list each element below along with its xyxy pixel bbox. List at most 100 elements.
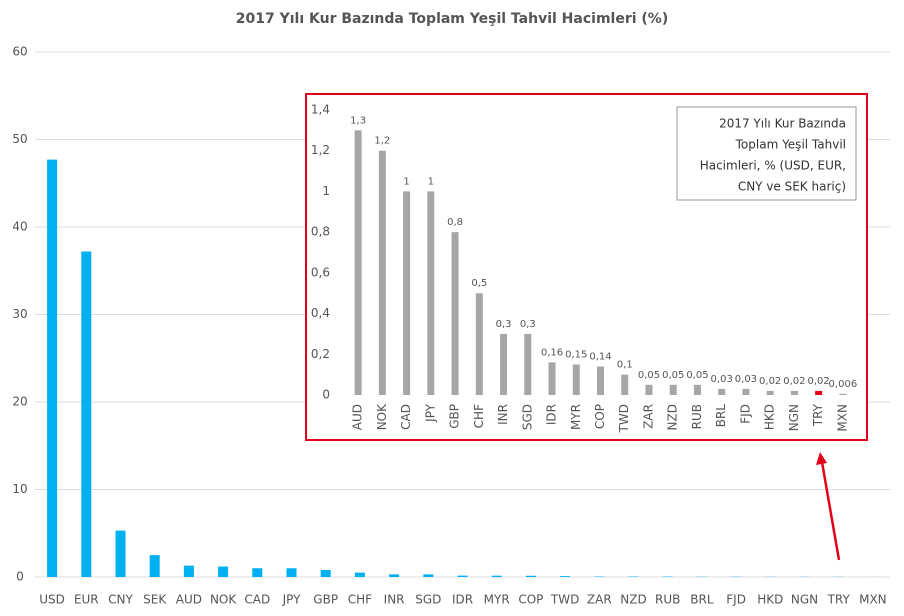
bar [718,388,726,395]
data-label: 0,3 [520,319,536,330]
x-tick-label: SGD [520,404,534,430]
data-label: 0,02 [783,376,805,387]
annotation-box [676,106,857,201]
x-tick-label: JPY [423,403,437,423]
data-label: 0,05 [638,370,660,381]
data-label: 0,15 [565,349,587,360]
x-tick-label: IDR [545,404,559,425]
x-tick-label: COP [518,593,543,607]
bar [742,388,750,395]
y-tick-label: 1 [322,184,330,198]
bar [839,393,847,395]
bar [378,150,386,395]
data-label: 0,02 [808,376,830,387]
data-label: 0,03 [711,374,733,385]
y-tick-label: 60 [12,45,27,59]
bar [354,572,365,577]
arrow [820,461,841,561]
x-tick-label: CHF [348,593,372,607]
x-tick-label: HKD [763,404,777,430]
bar [572,364,580,395]
bar [766,390,774,395]
bar [252,568,263,577]
x-tick-label: NZD [666,404,680,430]
y-tick-label: 1,2 [311,143,330,157]
x-tick-label: BRL [714,404,728,428]
y-tick-label: 0,2 [311,347,330,361]
x-tick-label: CAD [244,593,270,607]
y-tick-label: 1,4 [311,103,330,117]
x-tick-label: FJD [726,593,746,607]
inset-chart: 0 0,2 0,4 0,6 0,8 1 1,2 1,4 AUD 1,3 NOK 1,2 CAD 1 JPY 1… [311,103,857,434]
x-tick-label: USD [39,593,65,607]
data-label: 0,5 [471,278,487,289]
x-tick-label: COP [593,404,607,429]
x-tick-label: NGN [787,404,801,431]
x-tick-label: EUR [74,593,99,607]
x-tick-label: JPY [282,593,302,607]
x-tick-label: ZAR [587,593,612,607]
data-label: 1 [403,176,409,187]
bar [320,570,331,577]
data-label: 0,14 [589,352,611,363]
annotation-line: Hacimleri, % (USD, EUR, [700,159,846,173]
x-tick-label: RUB [655,593,680,607]
y-tick-label: 0 [322,388,330,402]
data-label: 0,1 [617,360,633,371]
data-label: 1,2 [374,136,390,147]
bar [621,374,629,395]
bar [500,333,508,395]
bar [790,390,798,395]
x-tick-label: SEK [143,593,167,607]
bar [524,333,532,395]
y-tick-label: 30 [12,307,27,321]
bar [669,384,677,395]
x-tick-label: TRY [811,403,825,427]
x-tick-label: FJD [738,404,752,424]
data-label: 0,3 [496,319,512,330]
y-tick-label: 50 [12,132,27,146]
x-tick-label: TWD [550,593,579,607]
x-tick-label: AUD [176,593,202,607]
bar [475,293,483,395]
bar [423,574,434,577]
bar [149,555,160,577]
annotation-line: Toplam Yeşil Tahvil [735,138,846,152]
x-tick-label: CAD [399,404,413,430]
bar [81,251,92,577]
x-tick-label: MYR [569,404,583,430]
bar [183,565,194,577]
bar [354,130,362,395]
y-tick-label: 0,4 [311,306,330,320]
data-label: 0,02 [759,376,781,387]
chart-title: 2017 Yılı Kur Bazında Toplam Yeşil Tahvi… [236,11,668,27]
data-label: 0,05 [686,370,708,381]
x-tick-label: BRL [690,593,714,607]
bar [548,362,556,395]
bar [815,390,823,395]
x-tick-label: TWD [617,404,631,433]
bar [286,568,297,577]
annotation-line: 2017 Yılı Kur Bazında [719,117,846,131]
x-tick-label: NOK [210,593,237,607]
annotation-line: CNY ve SEK hariç) [738,180,846,194]
x-tick-label: HKD [757,593,783,607]
x-tick-label: SGD [415,593,441,607]
x-tick-label: MXN [859,593,887,607]
x-tick-label: NOK [375,403,389,430]
x-tick-label: CNY [108,593,133,607]
x-tick-label: CHF [472,404,486,428]
data-label: 0,03 [735,374,757,385]
bar [560,576,571,577]
y-tick-label: 10 [12,482,27,496]
y-tick-label: 0,6 [311,265,330,279]
x-tick-label: IDR [452,593,473,607]
x-tick-label: INR [384,593,405,607]
data-label: 0,8 [447,217,463,228]
data-label: 0,006 [829,379,858,390]
x-tick-label: AUD [351,404,365,430]
data-label: 0,16 [541,347,563,358]
bar [115,530,126,577]
x-tick-label: GBP [448,404,462,429]
